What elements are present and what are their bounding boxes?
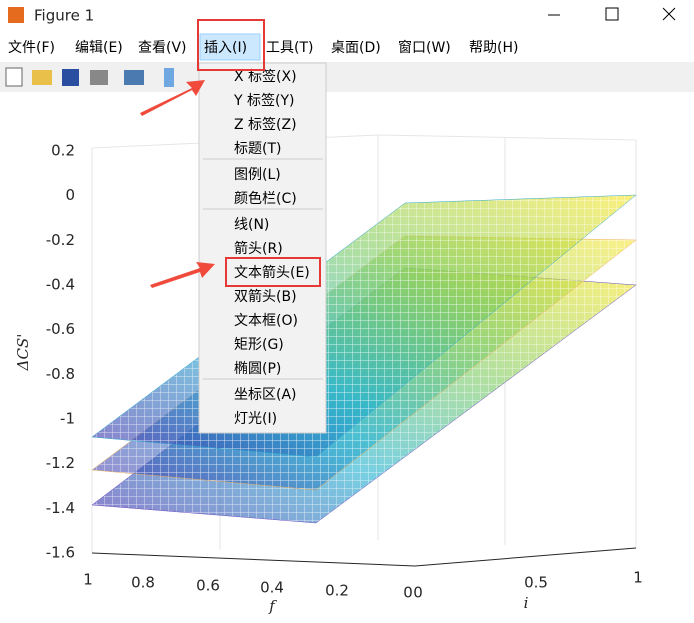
dropdown-item[interactable]: 双箭头(B)	[234, 288, 297, 305]
menu-item[interactable]: 查看(V)	[138, 40, 187, 56]
tool-print[interactable]	[90, 70, 108, 85]
menu-bar	[0, 32, 694, 62]
tool-link[interactable]	[124, 70, 144, 85]
x-tick-label: 0.8	[131, 574, 155, 592]
dropdown-item[interactable]: 灯光(I)	[234, 411, 277, 427]
dropdown-item[interactable]: 标题(T)	[234, 141, 281, 157]
arrow	[150, 262, 215, 288]
arrow	[140, 80, 205, 116]
menu-item[interactable]: 编辑(E)	[75, 40, 123, 56]
dropdown-item[interactable]: 颜色栏(C)	[234, 190, 297, 207]
dropdown-item[interactable]: 图例(L)	[234, 167, 281, 183]
dropdown-item[interactable]: X 标签(X)	[234, 68, 297, 85]
x-tick-label: 1	[83, 571, 93, 589]
tool-save[interactable]	[62, 69, 79, 86]
z-tick-label: 0	[65, 186, 75, 204]
z-tick-label: -1.4	[46, 499, 75, 517]
menu-group: 文件(F) 编辑(E) 查看(V) 插入(I) 工具(T) 桌面(D) 窗口(W) 帮助(H)	[8, 33, 518, 61]
maximize[interactable]	[605, 7, 619, 21]
dropdown-item[interactable]: 矩形(G)	[234, 337, 284, 353]
menu-item[interactable]: 桌面(D)	[331, 40, 381, 56]
y-tick-label: 1	[633, 569, 643, 587]
x-tick-label: 0.4	[260, 579, 284, 597]
axis-labels: 0.2 0 -0.2 -0.4 -0.6 -0.8 -1 -1.2 -1.4 -1.6 1 0.8 0.…	[14, 142, 643, 616]
z-tick-label: -0.8	[46, 365, 75, 383]
close[interactable]	[662, 7, 676, 21]
menu-item[interactable]: 窗口(W)	[398, 39, 451, 56]
highlight-box	[225, 257, 321, 287]
dropdown-item[interactable]: 线(N)	[234, 217, 269, 233]
toolbar	[0, 62, 694, 92]
y-axis-label: i	[524, 594, 529, 612]
z-tick-label: -1.6	[46, 544, 75, 562]
z-tick-label: -0.6	[46, 320, 75, 338]
dropdown-item[interactable]: Y 标签(Y)	[233, 92, 294, 109]
toolbar-icons	[5, 67, 174, 87]
z-tick-label: -0.2	[46, 231, 75, 249]
menu-item[interactable]: 帮助(H)	[469, 40, 518, 56]
title-bar	[0, 0, 694, 32]
z-tick-label: -1.2	[46, 454, 75, 472]
z-tick-label: 0.2	[51, 142, 75, 160]
menu-item[interactable]: 文件(F)	[8, 40, 55, 56]
dropdown-panel	[198, 62, 327, 434]
menu-item[interactable]: 工具(T)	[266, 40, 313, 56]
menu-item[interactable]: 插入(I)	[204, 40, 247, 56]
y-tick-label: 0	[413, 584, 423, 602]
dropdown-item[interactable]: 箭头(R)	[234, 240, 283, 257]
menu-highlight	[199, 33, 261, 61]
x-axis-label: f	[268, 597, 277, 615]
surfaces	[91, 194, 637, 524]
dropdown-item[interactable]: 文本框(O)	[234, 313, 298, 329]
highlight-box	[197, 19, 265, 71]
tool-open[interactable]	[32, 70, 52, 85]
window-title: Figure 1	[34, 7, 94, 25]
x-tick-label: 0	[403, 584, 413, 602]
dropdown-item[interactable]: 椭圆(P)	[234, 361, 281, 377]
tool-colorbar[interactable]	[164, 68, 174, 87]
tool-new[interactable]	[5, 67, 23, 87]
z-tick-label: -1	[60, 410, 75, 428]
z-axis-label: ΔCS'	[14, 334, 32, 372]
dropdown-item[interactable]: 文本箭头(E)	[234, 264, 310, 281]
dropdown: X 标签(X) Y 标签(Y) Z 标签(Z) 标题(T) 图例(L) 颜色栏(C) 线(N…	[198, 62, 327, 434]
dropdown-item[interactable]: 坐标区(A)	[234, 387, 297, 403]
dropdown-item[interactable]: Z 标签(Z)	[234, 116, 297, 133]
app-icon	[8, 7, 24, 23]
x-tick-label: 0.6	[196, 577, 220, 595]
x-tick-label: 0.2	[325, 582, 349, 600]
y-tick-label: 0.5	[524, 574, 548, 592]
z-tick-label: -0.4	[46, 276, 75, 294]
